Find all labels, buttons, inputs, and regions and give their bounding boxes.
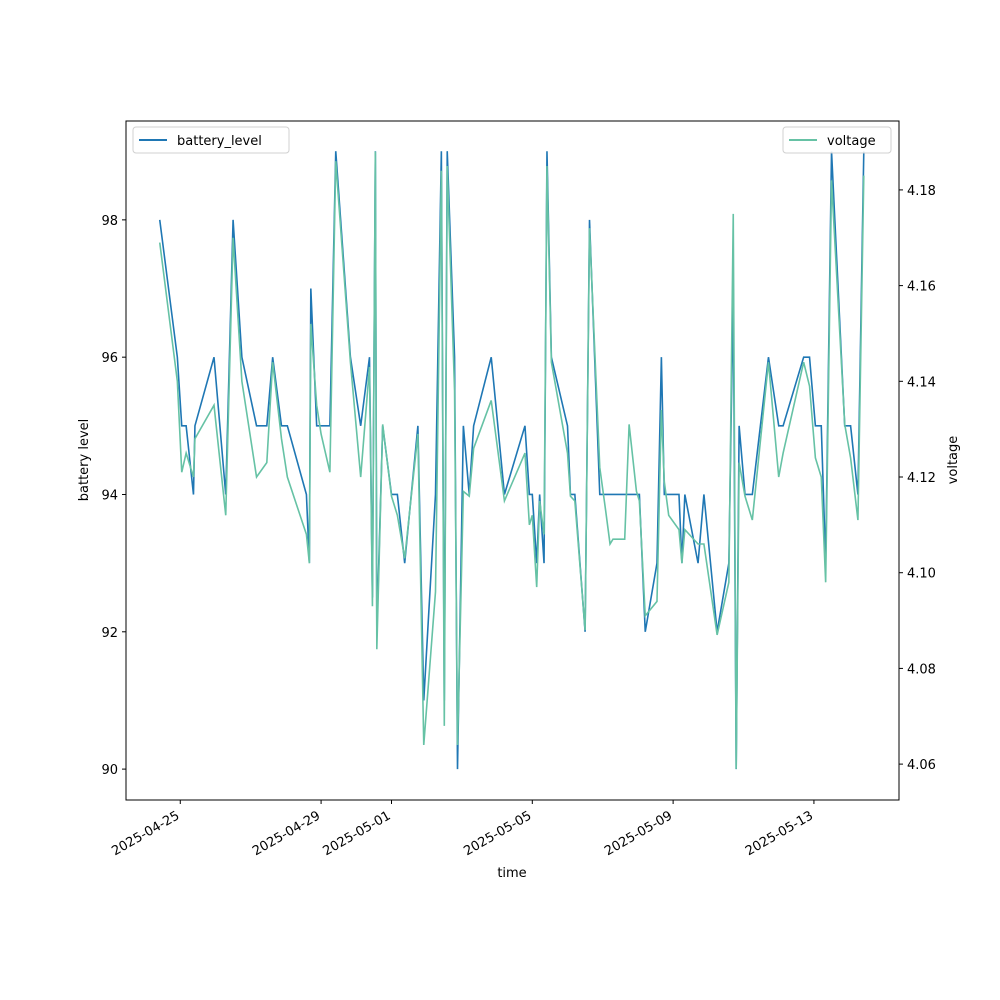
- legend: battery_level: [132, 126, 290, 154]
- y2-tick-label: 4.06: [907, 758, 936, 773]
- legend-box: [132, 126, 290, 154]
- series-line: [158, 151, 865, 769]
- legend-label: voltage: [827, 134, 876, 149]
- legend-label: battery_level: [177, 134, 262, 149]
- y2-tick-label: 4.14: [907, 375, 936, 390]
- y2-tick-label: 4.16: [907, 280, 936, 295]
- y2-tick-label: 4.10: [907, 567, 936, 582]
- y-tick-label: 92: [101, 626, 118, 641]
- y-tick-label: 96: [101, 351, 118, 366]
- x-tick-label: 2025-05-05: [461, 808, 534, 859]
- legend-box: [782, 126, 892, 154]
- y-tick-label: 90: [101, 763, 118, 778]
- x-tick-label: 2025-04-29: [250, 808, 323, 859]
- x-tick-label: 2025-05-13: [743, 808, 816, 859]
- x-tick-label: 2025-05-01: [321, 808, 394, 859]
- y-tick-label: 94: [101, 488, 118, 503]
- plot-frame: [125, 120, 900, 801]
- x-axis-label: time: [497, 866, 526, 881]
- y2-tick-label: 4.18: [907, 184, 936, 199]
- y-tick-label: 98: [101, 214, 118, 229]
- x-tick-label: 2025-04-25: [109, 808, 182, 859]
- y2-tick-label: 4.08: [907, 662, 936, 677]
- y2-tick-label: 4.12: [907, 471, 936, 486]
- x-tick-label: 2025-05-09: [602, 808, 675, 859]
- legend: voltage: [782, 126, 892, 154]
- y-axis-label: battery level: [77, 419, 92, 502]
- y2-axis-label: voltage: [946, 436, 961, 485]
